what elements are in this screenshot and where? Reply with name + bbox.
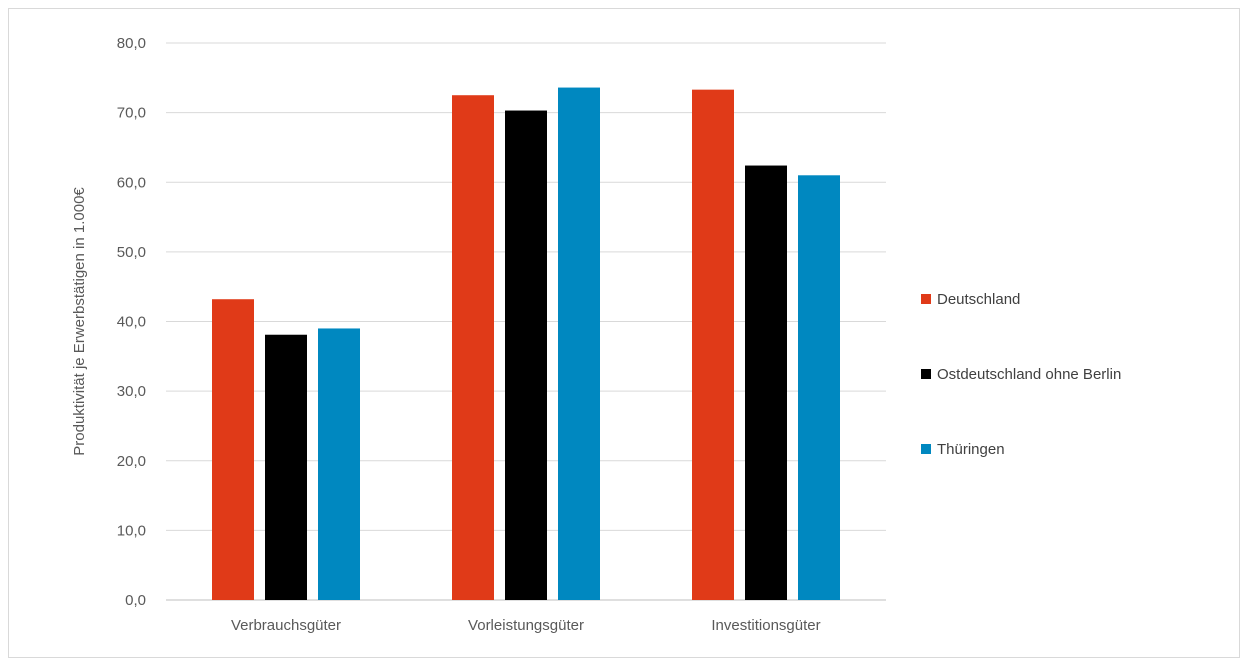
legend-swatch — [921, 294, 931, 304]
legend-swatch — [921, 444, 931, 454]
y-tick-label: 10,0 — [117, 522, 146, 539]
bar-chart: 0,0 10,0 20,0 30,0 40,0 50,0 60,0 70,0 80,0 Verb… — [71, 35, 1121, 634]
legend-label: Thüringen — [937, 441, 1005, 458]
category-label: Verbrauchsgüter — [231, 617, 341, 634]
bar-deutschland-2 — [452, 95, 494, 600]
y-tick-label: 30,0 — [117, 383, 146, 400]
legend-label: Ostdeutschland ohne Berlin — [937, 366, 1121, 383]
category-labels: Verbrauchsgüter Vorleistungsgüter Investit… — [231, 617, 821, 634]
bar-th-ringen-3 — [798, 175, 840, 600]
bar-deutschland-1 — [212, 299, 254, 600]
y-tick-label: 0,0 — [125, 592, 146, 609]
y-tick-label: 70,0 — [117, 105, 146, 122]
y-tick-label: 20,0 — [117, 453, 146, 470]
chart-frame: 0,0 10,0 20,0 30,0 40,0 50,0 60,0 70,0 80,0 Verb… — [8, 8, 1240, 658]
y-axis-title: Produktivität je Erwerbstätigen in 1.000… — [71, 187, 88, 456]
y-tick-label: 60,0 — [117, 174, 146, 191]
y-tick-label: 40,0 — [117, 314, 146, 331]
y-tick-labels: 0,0 10,0 20,0 30,0 40,0 50,0 60,0 70,0 80,0 — [117, 35, 146, 609]
bars — [212, 87, 840, 601]
bar-ostdeutschland-ohne-berlin-1 — [265, 334, 307, 600]
legend-label: Deutschland — [937, 291, 1020, 308]
bar-ostdeutschland-ohne-berlin-3 — [745, 165, 787, 601]
bar-deutschland-3 — [692, 89, 734, 601]
category-label: Vorleistungsgüter — [468, 617, 584, 634]
legend: Deutschland Ostdeutschland ohne Berlin Thü… — [921, 291, 1121, 458]
category-label: Investitionsgüter — [711, 617, 820, 634]
bar-th-ringen-1 — [318, 328, 360, 600]
legend-swatch — [921, 369, 931, 379]
bar-th-ringen-2 — [558, 87, 600, 600]
y-tick-label: 50,0 — [117, 244, 146, 261]
y-tick-label: 80,0 — [117, 35, 146, 52]
bar-ostdeutschland-ohne-berlin-2 — [505, 110, 547, 600]
